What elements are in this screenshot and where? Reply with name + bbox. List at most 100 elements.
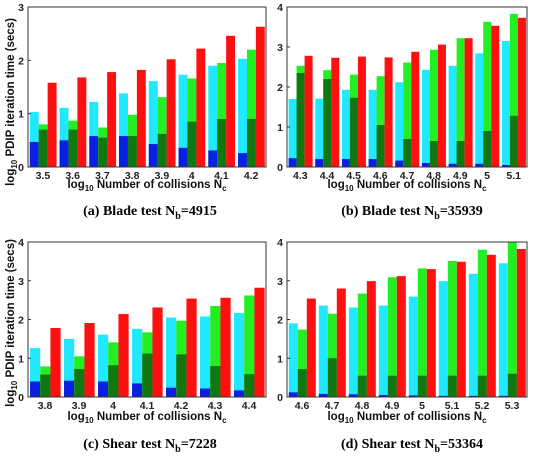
bar-series-a-light [64, 338, 75, 397]
bar-series-a-light [421, 69, 430, 167]
bar-series-b-light [244, 295, 255, 397]
x-tick-label: 4.3 [208, 400, 223, 412]
bar-series-b-dark [483, 131, 492, 167]
plot-frame [27, 241, 267, 398]
shared-y-axis-label-lower: log10 PDIP iteration time (secs) [5, 239, 19, 407]
plot-frame [27, 6, 267, 168]
bar-series-c [517, 17, 526, 167]
bar-series-b-dark [142, 353, 153, 397]
bar-series-b-dark [217, 119, 227, 167]
bar-series-c [331, 57, 340, 167]
bar-series-b-dark [349, 97, 358, 167]
x-axis-label: log10 Number of collisions Nc [67, 179, 227, 193]
x-tick-label: 3.8 [125, 170, 140, 182]
bar-series-a-dark [468, 395, 478, 397]
bar-series-b-light [477, 249, 487, 397]
bar-series-a-dark [30, 381, 41, 397]
bar-series-c [254, 287, 265, 397]
bar-series-c [336, 288, 346, 397]
y-tick-label: 3 [18, 2, 24, 14]
bar-series-b-light [417, 268, 427, 397]
bar-series-a-dark [208, 150, 218, 167]
bar-series-b-dark [176, 354, 187, 397]
bar-series-b-dark [68, 129, 78, 167]
bar-series-c [491, 25, 500, 167]
bar-series-b-dark [387, 375, 397, 397]
x-tick-label: 4.6 [373, 170, 388, 182]
bar-series-b-dark [246, 119, 256, 167]
panel-caption: (b) Blade test Nb=35939 [341, 204, 482, 222]
bar-series-b-dark [403, 139, 412, 167]
bar-series-b-light [507, 242, 517, 397]
bar-series-c [486, 254, 496, 397]
x-tick-label: 3.9 [155, 170, 170, 182]
bar-series-a-dark [288, 392, 298, 397]
y-axis-label-lower: log10 PDIP iteration time (secs) [5, 239, 19, 407]
y-tick-label: 4 [277, 2, 283, 14]
bar-series-a-light [200, 316, 211, 397]
y-tick-label: 2 [18, 315, 24, 327]
x-tick-label: 4 [110, 400, 116, 412]
bar-series-c [255, 26, 265, 167]
bar-series-c [426, 269, 436, 397]
bar-series-b-light [429, 49, 438, 167]
y-tick-label: 1 [18, 353, 24, 365]
x-tick-label: 5.1 [506, 170, 521, 182]
bar-series-a-light [89, 101, 99, 167]
bar-series-a-light [438, 281, 448, 397]
x-axis-label: log10 Number of collisions Nc [327, 179, 487, 193]
bar-series-a-light [288, 99, 297, 167]
x-tick-label: 4.4 [320, 170, 335, 182]
y-tick-label: 1 [277, 353, 283, 365]
bar-series-c [226, 35, 236, 167]
bar-series-c [186, 298, 197, 397]
bar-series-c [47, 82, 57, 167]
y-tick-label: 0 [18, 392, 24, 404]
x-tick-label: 4.4 [242, 400, 257, 412]
bar-series-b-dark [40, 374, 51, 397]
y-tick-label: 2 [277, 82, 283, 94]
bar-series-b-light [387, 277, 397, 397]
bar-series-b-light [217, 63, 227, 167]
x-tick-label: 4 [189, 170, 195, 182]
chart-panel-4: 4.6 4.7 4.8 4.9 5 5.1 5.2 5.3 0 1 2 3 4 log10 Number … [277, 237, 528, 455]
bar-series-c [357, 56, 366, 167]
y-tick-label: 3 [18, 276, 24, 288]
bar-series-c [464, 38, 473, 168]
bar-series-a-light [378, 305, 388, 397]
bar-series-c [136, 69, 146, 167]
bar-series-b-dark [187, 121, 197, 167]
bar-series-a-light [395, 82, 404, 167]
bar-series-c [304, 55, 313, 167]
bar-series-a-light [368, 89, 377, 167]
y-tick-label: 1 [18, 109, 24, 121]
bar-series-a-light [29, 112, 39, 167]
bar-series-a-dark [178, 147, 188, 167]
y-tick-label: 0 [277, 392, 283, 404]
bar-series-c [77, 77, 87, 167]
bar-series-b-light [210, 305, 221, 397]
bar-series-a-light [501, 41, 510, 167]
bar-series-a-dark [341, 159, 350, 167]
bar-series-b-dark [429, 141, 438, 167]
bar-series-c [366, 281, 376, 397]
bar-series-a-light [30, 348, 41, 397]
bar-series-b-dark [74, 369, 85, 397]
bar-series-b-light [403, 62, 412, 167]
y-tick-label: 2 [18, 55, 24, 67]
bar-series-b-light [483, 21, 492, 167]
bar-series-a-light [238, 58, 247, 167]
bar-series-b-dark [477, 375, 487, 397]
bar-series-b-dark [447, 375, 457, 397]
bar-series-b-light [327, 313, 337, 397]
bar-series-b-dark [296, 73, 305, 167]
bar-series-a-dark [98, 381, 109, 397]
bar-series-b-dark [323, 79, 332, 167]
bar-series-a-light [475, 53, 484, 167]
x-tick-label: 3.8 [38, 400, 53, 412]
bar-series-b-dark [210, 366, 221, 397]
bar-series-c [384, 57, 393, 167]
bar-series-a-dark [119, 136, 128, 167]
